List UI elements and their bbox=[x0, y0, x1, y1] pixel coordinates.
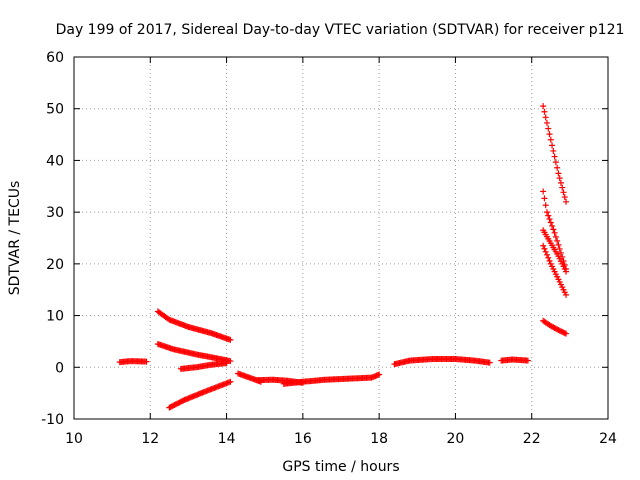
data-point bbox=[540, 103, 547, 110]
data-point bbox=[561, 194, 568, 201]
data-point bbox=[549, 222, 556, 229]
data-point bbox=[223, 360, 230, 367]
plot-frame bbox=[73, 56, 609, 420]
series-arc-14 bbox=[540, 242, 570, 298]
data-point bbox=[559, 184, 566, 191]
data-point bbox=[376, 371, 383, 378]
grid bbox=[74, 57, 608, 419]
data-point bbox=[563, 330, 570, 337]
y-tick-label: -10 bbox=[41, 412, 64, 428]
data-point bbox=[563, 291, 570, 298]
data-point bbox=[546, 257, 553, 264]
data-point bbox=[556, 245, 563, 252]
data-point bbox=[524, 357, 531, 364]
x-tick-label: 24 bbox=[599, 431, 617, 447]
data-point bbox=[541, 245, 548, 252]
series-arc-1 bbox=[116, 358, 150, 366]
data-point bbox=[543, 251, 550, 258]
data-point bbox=[546, 216, 553, 223]
series-arc-9 bbox=[391, 356, 493, 368]
data-point bbox=[543, 209, 550, 216]
x-axis-label: GPS time / hours bbox=[282, 459, 399, 475]
data-point bbox=[545, 212, 552, 219]
data-point bbox=[554, 164, 561, 171]
x-tick-label: 18 bbox=[370, 431, 388, 447]
data-point bbox=[557, 249, 564, 256]
data-point bbox=[552, 159, 559, 166]
series-arc-4 bbox=[177, 360, 230, 372]
series-arc-15 bbox=[540, 317, 570, 337]
series-arc-2 bbox=[154, 308, 234, 343]
x-tick-label: 12 bbox=[141, 431, 159, 447]
y-tick-label: 30 bbox=[46, 205, 64, 221]
data-point bbox=[547, 219, 554, 226]
data-point bbox=[550, 226, 557, 233]
data-point bbox=[541, 195, 548, 202]
data-point bbox=[563, 198, 570, 205]
y-tick-label: 40 bbox=[46, 153, 64, 169]
y-tick-label: 20 bbox=[46, 257, 64, 273]
y-tick-label: 10 bbox=[46, 309, 64, 325]
series-arc-5 bbox=[166, 378, 234, 411]
data-point bbox=[547, 136, 554, 143]
y-tick-label: 50 bbox=[46, 102, 64, 118]
y-axis-label: SDTVAR / TECUs bbox=[7, 181, 23, 296]
chart-title: Day 199 of 2017, Sidereal Day-to-day VTE… bbox=[56, 22, 625, 38]
data-point bbox=[550, 147, 557, 154]
data-point bbox=[563, 268, 570, 275]
data-point bbox=[540, 188, 547, 195]
data-point bbox=[554, 237, 561, 244]
series-arc-11 bbox=[540, 103, 570, 205]
data-point bbox=[541, 108, 548, 115]
y-tick-label: 60 bbox=[46, 50, 64, 66]
data-point bbox=[551, 153, 558, 160]
data-point bbox=[560, 189, 567, 196]
data-point bbox=[552, 233, 559, 240]
data-point bbox=[227, 358, 234, 365]
x-tick-label: 20 bbox=[447, 431, 465, 447]
series-arc-10 bbox=[498, 356, 531, 364]
series-arc-8 bbox=[280, 371, 383, 387]
data-point bbox=[545, 254, 552, 261]
data-point bbox=[227, 378, 234, 385]
x-tick-label: 14 bbox=[218, 431, 236, 447]
data-point bbox=[542, 114, 549, 121]
x-tick-label: 10 bbox=[65, 431, 83, 447]
data-points bbox=[116, 103, 570, 411]
data-point bbox=[556, 175, 563, 182]
data-point bbox=[543, 119, 550, 126]
data-point bbox=[143, 358, 150, 365]
x-tick-label: 22 bbox=[523, 431, 541, 447]
data-point bbox=[561, 330, 568, 337]
data-point bbox=[542, 248, 549, 255]
data-point bbox=[227, 336, 234, 343]
data-point bbox=[540, 242, 547, 249]
data-point bbox=[549, 142, 556, 149]
data-point bbox=[555, 170, 562, 177]
y-tick-label: 0 bbox=[55, 360, 64, 376]
data-point bbox=[546, 131, 553, 138]
x-tick-label: 16 bbox=[294, 431, 312, 447]
data-point bbox=[555, 241, 562, 248]
data-point bbox=[545, 125, 552, 132]
series-arc-13 bbox=[540, 227, 570, 275]
series-arc-3 bbox=[154, 341, 234, 365]
axis-ticks: 10 12 14 16 18 20 22 24 -10 0 10 20 30 40 50 60 bbox=[41, 50, 617, 447]
data-point bbox=[542, 202, 549, 209]
data-point bbox=[557, 179, 564, 186]
data-point bbox=[551, 229, 558, 236]
data-point bbox=[486, 359, 493, 366]
